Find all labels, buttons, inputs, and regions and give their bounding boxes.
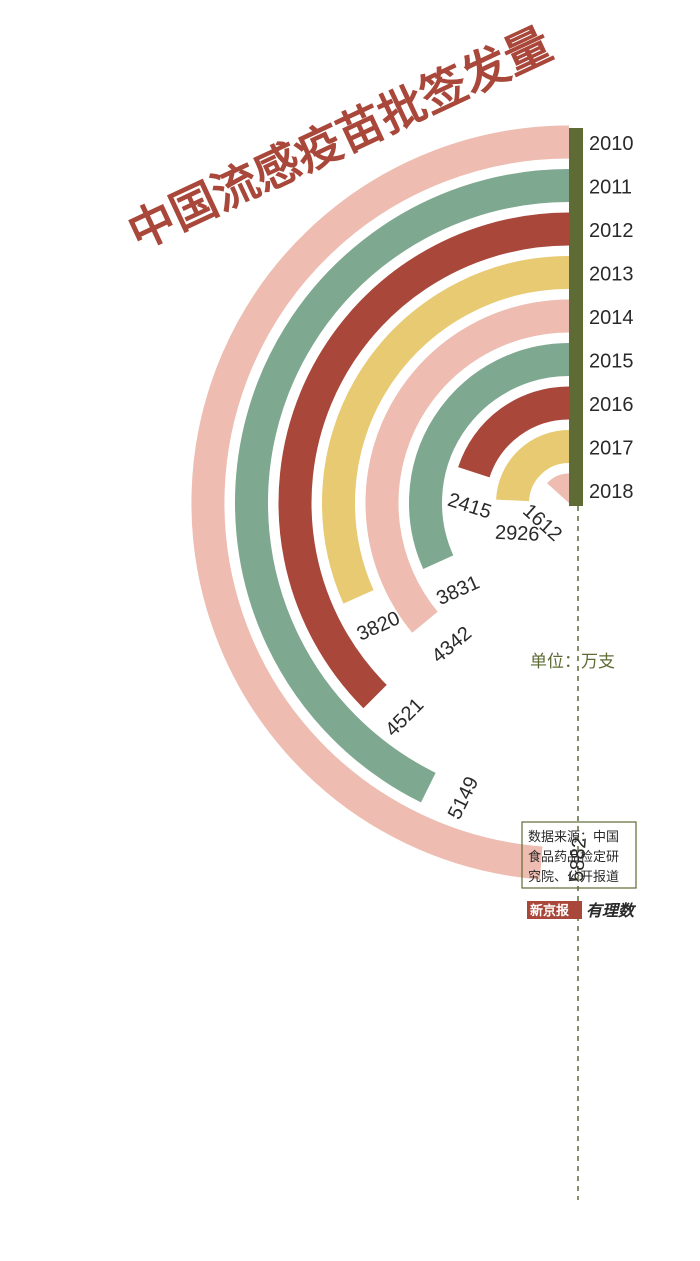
source-box: 数据来源：中国 食品药品检定研 究院、公开报道 — [521, 821, 637, 889]
year-axis-bar — [569, 128, 583, 506]
source-line-2: 食品药品检定研 — [528, 849, 619, 865]
source-line-3: 究院、公开报道 — [528, 870, 619, 885]
year-label-2012: 2012 — [589, 220, 634, 242]
source-line-1: 数据来源：中国 — [528, 830, 619, 845]
arc-bars — [191, 125, 573, 880]
year-label-2010: 2010 — [589, 133, 634, 155]
brand-script: 有理数 — [586, 901, 637, 920]
arc-bar-2012 — [278, 212, 570, 709]
year-label-2018: 2018 — [589, 481, 634, 503]
arc-bar-2011 — [234, 169, 570, 803]
value-label-2017: 2926 — [494, 522, 539, 546]
arc-bar-2015 — [409, 343, 570, 569]
year-label-2017: 2017 — [589, 438, 634, 460]
brand-name: 新京报 — [530, 903, 570, 919]
value-label-2014: 4342 — [428, 622, 476, 667]
arc-bar-2017 — [496, 430, 570, 502]
arc-bar-2010 — [191, 125, 570, 880]
year-labels: 2010 2011 2012 2013 2014 2015 2016 2017 2018 — [589, 133, 634, 503]
brand-logo: 新京报 有理数 — [527, 901, 637, 920]
value-label-2011: 5149 — [444, 773, 483, 823]
value-label-2013: 3820 — [354, 607, 404, 645]
value-label-2016: 2415 — [445, 489, 494, 524]
unit-label: 单位：万支 — [530, 652, 615, 672]
arc-bar-2018 — [547, 473, 573, 507]
year-label-2014: 2014 — [589, 307, 634, 329]
value-label-2015: 3831 — [433, 572, 483, 610]
arc-bar-2014 — [365, 299, 570, 633]
year-label-2011: 2011 — [589, 177, 632, 199]
year-label-2013: 2013 — [589, 264, 634, 286]
value-label-2010: 5882 — [566, 836, 591, 882]
arc-bar-2016 — [458, 386, 570, 478]
value-label-2012: 4521 — [381, 694, 428, 741]
year-label-2015: 2015 — [589, 351, 634, 373]
arc-bar-2013 — [322, 256, 570, 604]
year-label-2016: 2016 — [589, 394, 634, 416]
